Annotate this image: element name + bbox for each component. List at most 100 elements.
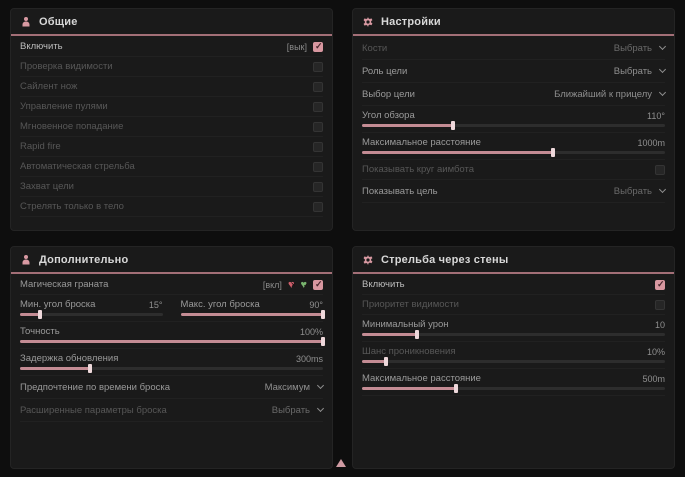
toggle-label: Показывать круг аимбота	[362, 164, 475, 175]
panel-general: Общие Включить [вык] Проверка видимости …	[10, 8, 333, 231]
max-distance-slider[interactable]	[362, 148, 665, 157]
checkbox[interactable]	[313, 41, 323, 52]
slider-label: Точность	[20, 326, 60, 337]
dropdown-label: Предпочтение по времени броска	[20, 381, 170, 393]
bones-dropdown[interactable]: Выбрать	[614, 42, 667, 54]
min-throw-slider[interactable]	[20, 310, 163, 319]
panel-wallshoot: Стрельба через стены Включить Приоритет …	[352, 246, 675, 469]
dropdown-label: Расширенные параметры броска	[20, 404, 167, 416]
slider-row-penetration-chance: Шанс проникновения 10%	[362, 342, 665, 369]
slider-label: Минимальный урон	[362, 319, 449, 330]
slider-row-max-throw: Макс. угол броска 90°	[180, 295, 325, 321]
toggle-label: Автоматическая стрельба	[20, 161, 135, 172]
person-icon	[20, 254, 32, 266]
panel-title: Общие	[39, 15, 78, 28]
panel-settings: Настройки Кости Выбрать Роль цели Выбрат…	[352, 8, 675, 231]
toggle-row-visibility-check: Проверка видимости	[20, 57, 323, 77]
throw-time-dropdown[interactable]: Максимум	[265, 381, 325, 393]
heart-check-icon[interactable]: ♥ ✓	[300, 278, 309, 291]
checkbox[interactable]	[655, 164, 665, 175]
heart-cross-icon[interactable]: ♥ ✕	[287, 278, 296, 291]
slider-thumb[interactable]	[384, 357, 389, 366]
show-target-dropdown[interactable]: Выбрать	[614, 185, 667, 197]
toggle-label: Проверка видимости	[20, 61, 113, 72]
slider-thumb[interactable]	[453, 384, 458, 393]
slider-thumb[interactable]	[321, 337, 325, 346]
slider-row-fov: Угол обзора 110°	[362, 106, 665, 133]
panel-title: Дополнительно	[39, 253, 129, 266]
slider-row-accuracy: Точность 100%	[20, 322, 325, 349]
slider-head: Угол обзора 110°	[362, 110, 665, 121]
slider-thumb[interactable]	[321, 310, 325, 319]
slider-value: 300ms	[295, 353, 323, 364]
slider-thumb[interactable]	[550, 148, 555, 157]
slider-label: Угол обзора	[362, 110, 415, 121]
wall-max-distance-slider[interactable]	[362, 384, 665, 393]
target-select-dropdown[interactable]: Ближайший к прицелу	[554, 88, 667, 100]
slider-value: 10%	[646, 346, 665, 357]
throw-angle-sliders: Мин. угол броска 15° Макс. угол броска 9…	[20, 295, 325, 322]
checkbox[interactable]	[655, 299, 665, 310]
slider-label: Макс. угол броска	[180, 299, 260, 310]
panel-general-header: Общие	[11, 9, 332, 36]
dropdown-label: Показывать цель	[362, 185, 438, 197]
toggle-controls: [вык]	[286, 41, 323, 52]
menu-grid: Общие Включить [вык] Проверка видимости …	[10, 8, 675, 469]
checkbox[interactable]	[313, 81, 323, 92]
toggle-label: Включить	[362, 279, 405, 290]
panel-additional-header: Дополнительно	[11, 247, 332, 274]
slider-label: Мин. угол броска	[20, 299, 96, 310]
gear-icon	[362, 16, 374, 28]
max-throw-slider[interactable]	[180, 310, 325, 319]
update-delay-slider[interactable]	[20, 364, 323, 373]
dropdown-value: Ближайший к прицелу	[554, 88, 652, 100]
grenade-controls: [вкл] ♥ ✕ ♥ ✓	[262, 278, 323, 291]
slider-head: Мин. угол броска 15°	[20, 299, 163, 310]
panel-additional: Дополнительно Магическая граната [вкл] ♥…	[10, 246, 333, 469]
checkbox[interactable]	[313, 61, 323, 72]
advanced-throw-dropdown[interactable]: Выбрать	[272, 405, 325, 416]
checkbox[interactable]	[655, 279, 665, 290]
hotkey-badge[interactable]: [вкл]	[262, 279, 282, 290]
slider-label: Максимальное расстояние	[362, 137, 481, 148]
checkbox[interactable]	[313, 121, 323, 132]
toggle-row-enable: Включить	[362, 275, 665, 295]
gear-icon	[362, 254, 374, 266]
slider-head: Макс. угол броска 90°	[181, 299, 324, 310]
slider-row-max-distance: Максимальное расстояние 1000m	[362, 133, 665, 160]
slider-head: Шанс проникновения 10%	[362, 346, 665, 357]
panel-wallshoot-body: Включить Приоритет видимости Минимальный…	[353, 274, 674, 396]
slider-label: Шанс проникновения	[362, 346, 456, 357]
target-role-dropdown[interactable]: Выбрать	[613, 65, 667, 77]
toggle-label: Включить	[20, 41, 63, 52]
dropdown-label: Выбор цели	[362, 88, 415, 100]
slider-thumb[interactable]	[87, 364, 92, 373]
accuracy-slider[interactable]	[20, 337, 325, 346]
checkbox[interactable]	[313, 181, 323, 192]
slider-value: 100%	[299, 326, 323, 337]
chevron-down-icon	[658, 185, 667, 194]
toggle-row-target-lock: Захват цели	[20, 177, 323, 197]
checkbox[interactable]	[313, 101, 323, 112]
slider-head: Точность 100%	[20, 326, 323, 337]
fov-slider[interactable]	[362, 121, 665, 130]
slider-thumb[interactable]	[414, 330, 419, 339]
dropdown-value: Выбрать	[613, 65, 652, 77]
slider-head: Максимальное расстояние 500m	[362, 373, 665, 384]
penetration-chance-slider[interactable]	[362, 357, 665, 366]
slider-label: Максимальное расстояние	[362, 373, 481, 384]
checkbox[interactable]	[313, 161, 323, 172]
slider-thumb[interactable]	[37, 310, 42, 319]
checkbox[interactable]	[313, 201, 323, 212]
dropdown-label: Роль цели	[362, 65, 408, 77]
slider-thumb[interactable]	[450, 121, 455, 130]
chevron-down-icon	[658, 42, 667, 51]
toggle-label: Магическая граната	[20, 279, 109, 290]
min-damage-slider[interactable]	[362, 330, 665, 339]
toggle-label: Стрелять только в тело	[20, 201, 124, 212]
checkbox[interactable]	[313, 279, 323, 290]
checkbox[interactable]	[313, 141, 323, 152]
chevron-down-icon	[316, 381, 325, 390]
hotkey-badge[interactable]: [вык]	[286, 41, 307, 52]
slider-row-update-delay: Задержка обновления 300ms	[20, 349, 323, 376]
